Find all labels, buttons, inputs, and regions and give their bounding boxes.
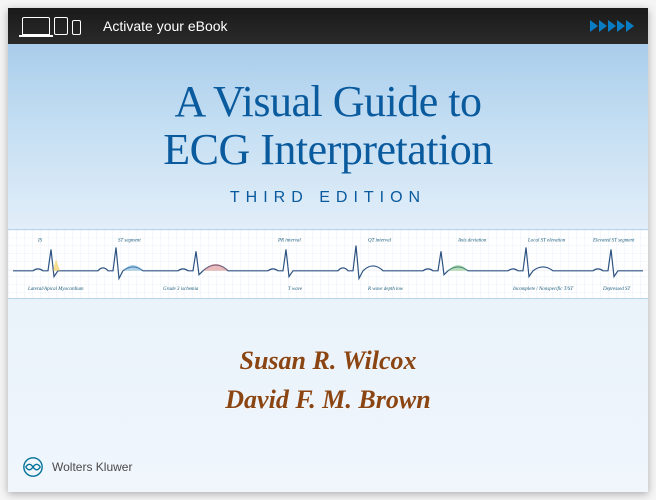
- arrow-icon: [608, 20, 616, 32]
- svg-text:Depressed ST: Depressed ST: [602, 287, 632, 292]
- title-line-1: A Visual Guide to: [8, 78, 648, 126]
- author-1: Susan R. Wilcox: [8, 341, 648, 380]
- phone-icon: [72, 20, 81, 35]
- arrow-icon: [590, 20, 598, 32]
- svg-text:R wave depth low: R wave depth low: [367, 287, 404, 292]
- ebook-activation-bar: Activate your eBook: [8, 8, 648, 44]
- publisher-name: Wolters Kluwer: [52, 460, 132, 474]
- svg-text:QT interval: QT interval: [368, 238, 392, 243]
- arrow-icon: [626, 20, 634, 32]
- book-cover: Activate your eBook A Visual Guide to EC…: [8, 8, 648, 492]
- publisher: Wolters Kluwer: [22, 456, 132, 478]
- activate-label: Activate your eBook: [103, 18, 228, 34]
- svg-text:IS: IS: [37, 238, 43, 243]
- arrow-icon: [617, 20, 625, 32]
- svg-text:Lateral/Apical Myocardium: Lateral/Apical Myocardium: [27, 287, 84, 292]
- device-icons: [22, 17, 81, 35]
- svg-text:Axis deviation: Axis deviation: [457, 238, 487, 243]
- arrow-icon: [599, 20, 607, 32]
- svg-text:Incomplete / Nonspecific T/ST: Incomplete / Nonspecific T/ST: [512, 287, 574, 292]
- svg-text:Grade 3 ischemia: Grade 3 ischemia: [163, 287, 199, 292]
- tablet-icon: [54, 17, 68, 35]
- edition-label: THIRD EDITION: [8, 189, 648, 207]
- title-line-2: ECG Interpretation: [8, 126, 648, 174]
- svg-text:T wave: T wave: [288, 287, 303, 292]
- title-section: A Visual Guide to ECG Interpretation THI…: [8, 44, 648, 207]
- publisher-logo-icon: [22, 456, 44, 478]
- ecg-waveform-svg: IS Lateral/Apical Myocardium ST segment …: [8, 230, 648, 298]
- arrow-group: [590, 20, 634, 32]
- svg-text:Local ST elevation: Local ST elevation: [527, 238, 566, 243]
- laptop-icon: [22, 17, 50, 35]
- ecg-strip: IS Lateral/Apical Myocardium ST segment …: [8, 229, 648, 299]
- svg-text:PR interval: PR interval: [277, 238, 301, 243]
- svg-text:Elevated ST segment: Elevated ST segment: [592, 238, 635, 243]
- authors-section: Susan R. Wilcox David F. M. Brown: [8, 341, 648, 419]
- svg-text:ST segment: ST segment: [118, 238, 141, 243]
- author-2: David F. M. Brown: [8, 380, 648, 419]
